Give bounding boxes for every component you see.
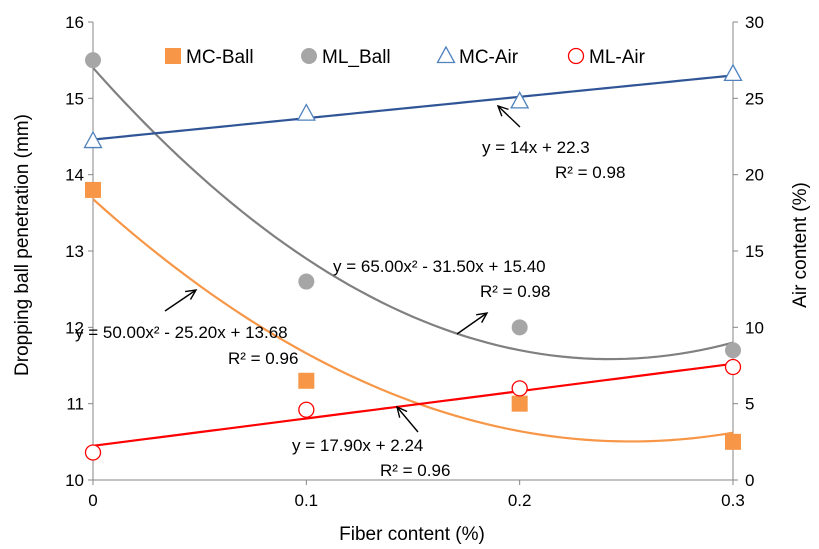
point-ml-air xyxy=(511,380,528,397)
point-ml-air xyxy=(724,358,742,376)
annotation-arrowhead xyxy=(395,405,408,418)
y-right-tick-label: 25 xyxy=(745,89,764,108)
legend-marker-ml-air xyxy=(567,47,585,65)
legend-label-mc-air: MC-Air xyxy=(459,47,519,68)
annotations: y = 14x + 22.3 R² = 0.98 y = 65.00x² - 31.… xyxy=(75,104,625,480)
trendline-mc-air xyxy=(92,74,734,141)
legend: MC-Ball ML_Ball MC-Air ML-Air xyxy=(165,45,646,68)
trend-r-squared: R² = 0.96 xyxy=(380,461,450,480)
y-right-tick-label: 5 xyxy=(745,395,754,414)
axes: 10 11 12 13 14 15 16 0 5 10 15 20 25 30 0 0.1 0.2 0.3 xyxy=(65,13,764,510)
point-mc-ball xyxy=(725,433,741,450)
point-mc-air xyxy=(296,103,316,121)
x-tick-label: 0 xyxy=(88,491,97,510)
trendline-ml-air xyxy=(92,362,734,447)
trend-equation: y = 14x + 22.3 xyxy=(482,138,590,157)
y-left-tick-label: 16 xyxy=(65,13,84,32)
point-ml-air xyxy=(298,401,315,418)
annotation-arrow xyxy=(456,312,488,335)
y-axis-right-title: Air content (%) xyxy=(790,182,811,308)
annotation-arrow xyxy=(396,406,419,433)
annotation-arrowhead xyxy=(496,104,509,117)
point-ml-ball xyxy=(298,273,315,290)
point-ml-ball xyxy=(511,319,528,336)
annotation-arrow xyxy=(164,289,197,312)
y-right-tick-label: 20 xyxy=(745,166,764,185)
legend-marker-mc-ball xyxy=(165,48,181,64)
trend-r-squared: R² = 0.98 xyxy=(480,282,550,301)
y-left-tick-label: 10 xyxy=(65,471,84,490)
annotation-arrowhead xyxy=(476,312,489,323)
trend-r-squared: R² = 0.96 xyxy=(228,349,298,368)
y-right-tick-label: 15 xyxy=(745,242,764,261)
x-tick-label: 0.3 xyxy=(721,491,745,510)
legend-label-mc-ball: MC-Ball xyxy=(186,47,254,68)
y-left-tick-label: 15 xyxy=(65,89,84,108)
y-left-tick-label: 12 xyxy=(65,318,84,337)
point-mc-air xyxy=(510,91,530,109)
trend-equation: y = 65.00x² - 31.50x + 15.40 xyxy=(333,257,546,276)
point-ml-air xyxy=(84,444,102,461)
point-ml-ball xyxy=(85,52,101,69)
y-right-tick-label: 10 xyxy=(745,318,764,337)
point-mc-ball xyxy=(85,181,101,198)
point-mc-ball xyxy=(298,372,315,389)
data-points xyxy=(83,52,743,461)
trend-r-squared: R² = 0.98 xyxy=(555,163,625,182)
point-ml-ball xyxy=(725,342,741,359)
trendline-mc-ball xyxy=(92,198,734,443)
y-axis-left-title: Dropping ball penetration (mm) xyxy=(12,114,33,376)
x-axis-title: Fiber content (%) xyxy=(339,524,485,545)
legend-marker-mc-air xyxy=(436,45,456,64)
y-right-tick-label: 30 xyxy=(745,13,764,32)
y-left-tick-label: 14 xyxy=(65,166,84,185)
legend-marker-ml-ball xyxy=(301,48,317,64)
trend-equation: y = 17.90x + 2.24 xyxy=(292,436,423,455)
x-tick-label: 0.1 xyxy=(295,491,319,510)
point-mc-air xyxy=(83,130,103,149)
point-mc-air xyxy=(723,63,743,82)
annotation-arrowhead xyxy=(185,289,198,300)
y-right-tick-label: 0 xyxy=(745,471,754,490)
trendlines xyxy=(92,67,734,447)
legend-label-ml-ball: ML_Ball xyxy=(322,47,391,68)
y-left-tick-label: 13 xyxy=(65,242,84,261)
trendline-ml-ball xyxy=(92,67,734,361)
trend-equation: y = 50.00x² - 25.20x + 13.68 xyxy=(75,323,288,342)
x-tick-label: 0.2 xyxy=(508,491,532,510)
point-mc-ball xyxy=(511,395,528,412)
y-left-tick-label: 11 xyxy=(66,395,84,414)
legend-label-ml-air: ML-Air xyxy=(589,47,646,68)
annotation-arrow xyxy=(497,105,521,128)
